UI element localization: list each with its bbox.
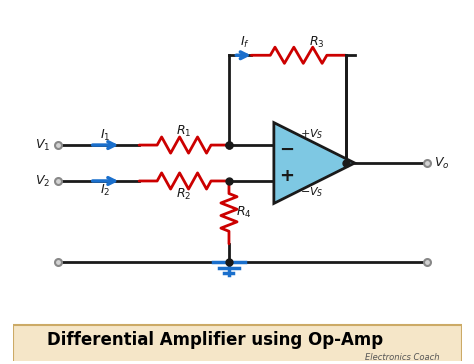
Text: +: +	[279, 167, 294, 186]
Text: $+V_S$: $+V_S$	[300, 127, 324, 141]
Text: $V_2$: $V_2$	[35, 173, 50, 189]
Text: $R_2$: $R_2$	[176, 187, 191, 202]
Text: $V_o$: $V_o$	[435, 155, 450, 171]
Text: Differential Amplifier using Op-Amp: Differential Amplifier using Op-Amp	[47, 331, 383, 349]
FancyBboxPatch shape	[13, 325, 463, 363]
Text: $R_4$: $R_4$	[236, 205, 251, 220]
Text: Electronics Coach: Electronics Coach	[365, 353, 440, 362]
Text: $R_1$: $R_1$	[176, 124, 192, 139]
Text: $I_f$: $I_f$	[240, 35, 250, 50]
Polygon shape	[274, 123, 355, 203]
Text: $V_1$: $V_1$	[35, 138, 50, 153]
Text: $R_3$: $R_3$	[309, 35, 324, 50]
Text: $-V_S$: $-V_S$	[300, 185, 324, 199]
Text: $I_1$: $I_1$	[100, 128, 111, 143]
Text: −: −	[279, 141, 294, 159]
Text: $I_2$: $I_2$	[100, 183, 110, 198]
